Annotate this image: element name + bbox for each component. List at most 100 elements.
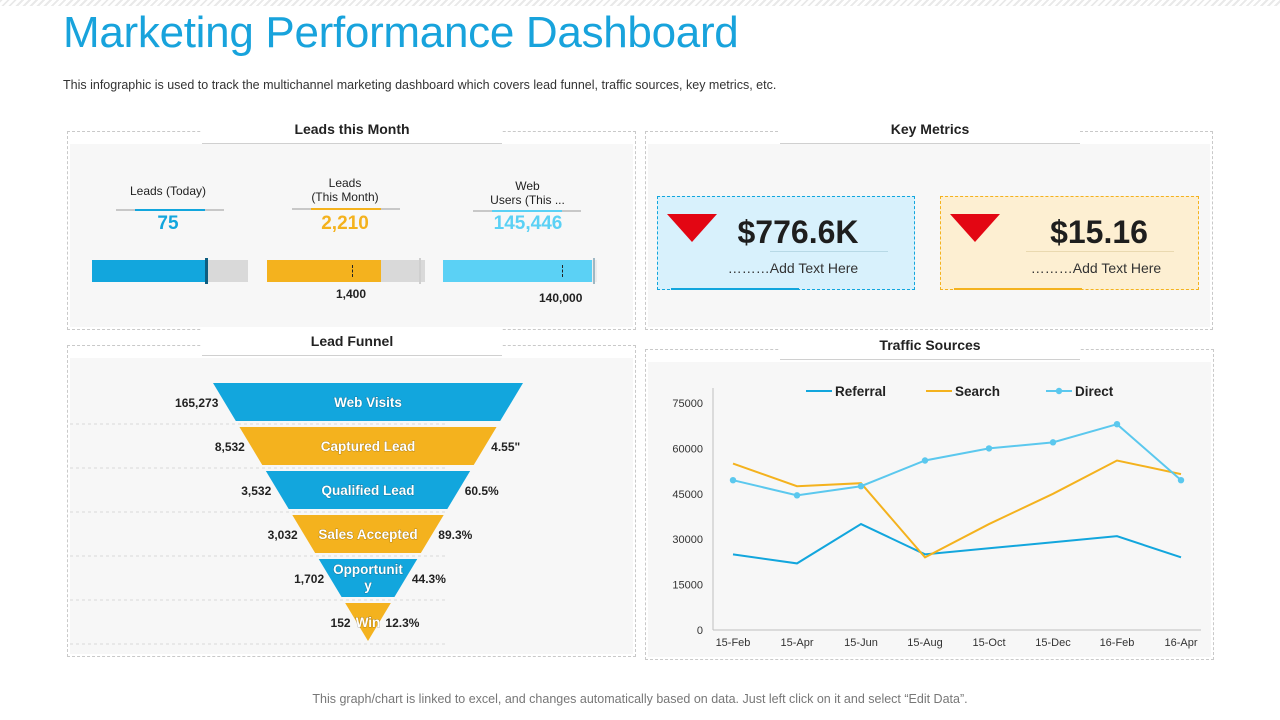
kpi-bar-fill <box>443 260 593 282</box>
traffic-sources-panel-body <box>648 362 1211 657</box>
x-tick-label: 15-Oct <box>972 637 1005 649</box>
kpi-underline-accent <box>492 210 562 212</box>
key-metrics-panel: Key Metrics $776.6K ………Add Text Here $15… <box>645 117 1213 330</box>
kpi-value-leads-month: 2,210 <box>321 213 369 234</box>
metric-subtext-cost: ………Add Text Here <box>1030 260 1162 276</box>
lead-funnel-graphic: Web Visits 165,273 Captured Lead 8,532 4.55"… <box>70 383 523 645</box>
kpi-label-leads-month: Leads (This Month) <box>311 176 379 204</box>
funnel-stage <box>318 559 418 597</box>
y-tick-label: 15000 <box>672 580 703 592</box>
funnel-stage-label: Win <box>356 615 381 630</box>
kpi-bar-target-marker <box>352 265 354 277</box>
metric-card-cost: $15.16 ………Add Text Here <box>940 196 1199 290</box>
metric-value-cost: $15.16 <box>1050 214 1148 250</box>
funnel-stage-rate: 89.3% <box>438 528 472 542</box>
kpi-target-label-leads-month: 1,400 <box>336 287 367 301</box>
funnel-stage-rate: 44.3% <box>412 572 446 586</box>
kpi-bar-end-marker <box>205 258 208 284</box>
funnel-stage-count: 1,702 <box>294 572 324 586</box>
funnel-stage-label: Opportunit <box>333 562 403 577</box>
metric-value-revenue: $776.6K <box>737 214 859 250</box>
x-tick-label: 16-Apr <box>1164 637 1197 649</box>
funnel-stage-rate: 60.5% <box>465 484 499 498</box>
legend-marker <box>1055 387 1063 395</box>
traffic-sources-panel: Traffic Sources 0 15000 30000 45000 60000 750… <box>645 333 1214 660</box>
funnel-stage-count: 3,532 <box>241 484 271 498</box>
funnel-stage-label: Web Visits <box>334 395 402 410</box>
x-tick-label: 16-Feb <box>1100 637 1135 649</box>
x-tick-label: 15-Apr <box>780 637 813 649</box>
kpi-underline-accent <box>311 208 381 210</box>
x-tick-label: 15-Aug <box>907 637 942 649</box>
kpi-label-leads-today: Leads (Today) <box>129 184 207 198</box>
down-arrow-icon <box>667 214 717 242</box>
funnel-stage <box>292 515 444 553</box>
funnel-stage-count: 165,273 <box>175 396 219 410</box>
funnel-stage <box>239 427 497 465</box>
y-tick-label: 75000 <box>672 398 703 410</box>
data-point <box>985 445 993 452</box>
kpi-bar-fill <box>92 260 209 282</box>
legend-label: Search <box>955 384 1000 399</box>
funnel-stage-count: 8,532 <box>215 440 245 454</box>
kpi-label-web-users: Web Users (This ... <box>490 179 565 207</box>
metric-accent-bar <box>671 288 799 290</box>
kpi-bar-fill <box>267 260 381 282</box>
down-arrow-icon <box>950 214 1000 242</box>
kpi-value-web-users: 145,446 <box>493 213 563 234</box>
data-point <box>921 457 929 464</box>
lead-funnel-panel-title: Lead Funnel <box>202 329 502 356</box>
funnel-stage <box>265 471 471 509</box>
traffic-sources-panel-title: Traffic Sources <box>780 333 1080 360</box>
kpi-bar-leads-today <box>92 258 248 284</box>
y-tick-label: 45000 <box>672 489 703 501</box>
page-title: Marketing Performance Dashboard <box>63 8 739 57</box>
y-tick-label: 60000 <box>672 443 703 455</box>
data-point <box>793 492 801 499</box>
page-subtitle: This infographic is used to track the mu… <box>63 78 777 92</box>
kpi-underline <box>116 209 224 211</box>
data-point <box>1049 439 1057 446</box>
y-tick-label: 0 <box>697 625 703 637</box>
kpi-bar-end-marker <box>593 258 595 284</box>
kpi-value-leads-today: 75 <box>157 213 179 234</box>
lead-funnel-panel: Lead Funnel Web Visits 165,273 Captured Le… <box>67 329 636 657</box>
kpi-bar-leads-month <box>267 258 425 284</box>
funnel-stage-count: 3,032 <box>268 528 298 542</box>
legend-label: Referral <box>835 384 886 399</box>
funnel-stage-rate: 12.3% <box>385 616 419 630</box>
series-line-search <box>732 459 1182 559</box>
kpi-underline <box>292 208 400 210</box>
y-tick-label: 30000 <box>672 534 703 546</box>
kpi-underline-accent <box>135 209 205 211</box>
x-tick-label: 15-Feb <box>716 637 751 649</box>
kpi-bar-target-marker <box>561 265 563 277</box>
metric-accent-bar <box>954 288 1082 290</box>
x-tick-label: 15-Jun <box>844 637 878 649</box>
data-point <box>1113 420 1121 428</box>
funnel-stage-rate: 4.55" <box>491 440 520 454</box>
metric-subtext-revenue: ………Add Text Here <box>727 260 859 276</box>
funnel-stage <box>345 603 391 641</box>
metric-underline <box>1026 251 1174 252</box>
funnel-stage-label: Sales Accepted <box>318 527 417 542</box>
data-point <box>729 476 737 484</box>
kpi-bar-web-users <box>443 258 597 284</box>
funnel-stage-label: y <box>364 578 372 593</box>
kpi-underline <box>473 210 581 212</box>
series-line-direct <box>732 423 1182 497</box>
funnel-stage-label: Qualified Lead <box>321 483 414 498</box>
footer-note: This graph/chart is linked to excel, and… <box>312 692 968 706</box>
kpi-bar-end-marker <box>419 258 421 284</box>
leads-panel: Leads this Month Leads (Today) 75 Leads … <box>67 117 636 330</box>
metric-underline <box>770 251 888 252</box>
data-point <box>857 483 865 490</box>
top-decor-strip <box>0 0 1280 6</box>
traffic-sources-chart: 0 15000 30000 45000 60000 75000 15-Feb 15-Apr 15… <box>672 384 1201 649</box>
metric-card-revenue: $776.6K ………Add Text Here <box>657 196 915 290</box>
funnel-stage <box>213 383 523 421</box>
data-point <box>1177 476 1185 484</box>
funnel-stage-label: Captured Lead <box>321 439 416 454</box>
leads-panel-body <box>70 144 633 327</box>
leads-panel-title: Leads this Month <box>202 117 502 144</box>
